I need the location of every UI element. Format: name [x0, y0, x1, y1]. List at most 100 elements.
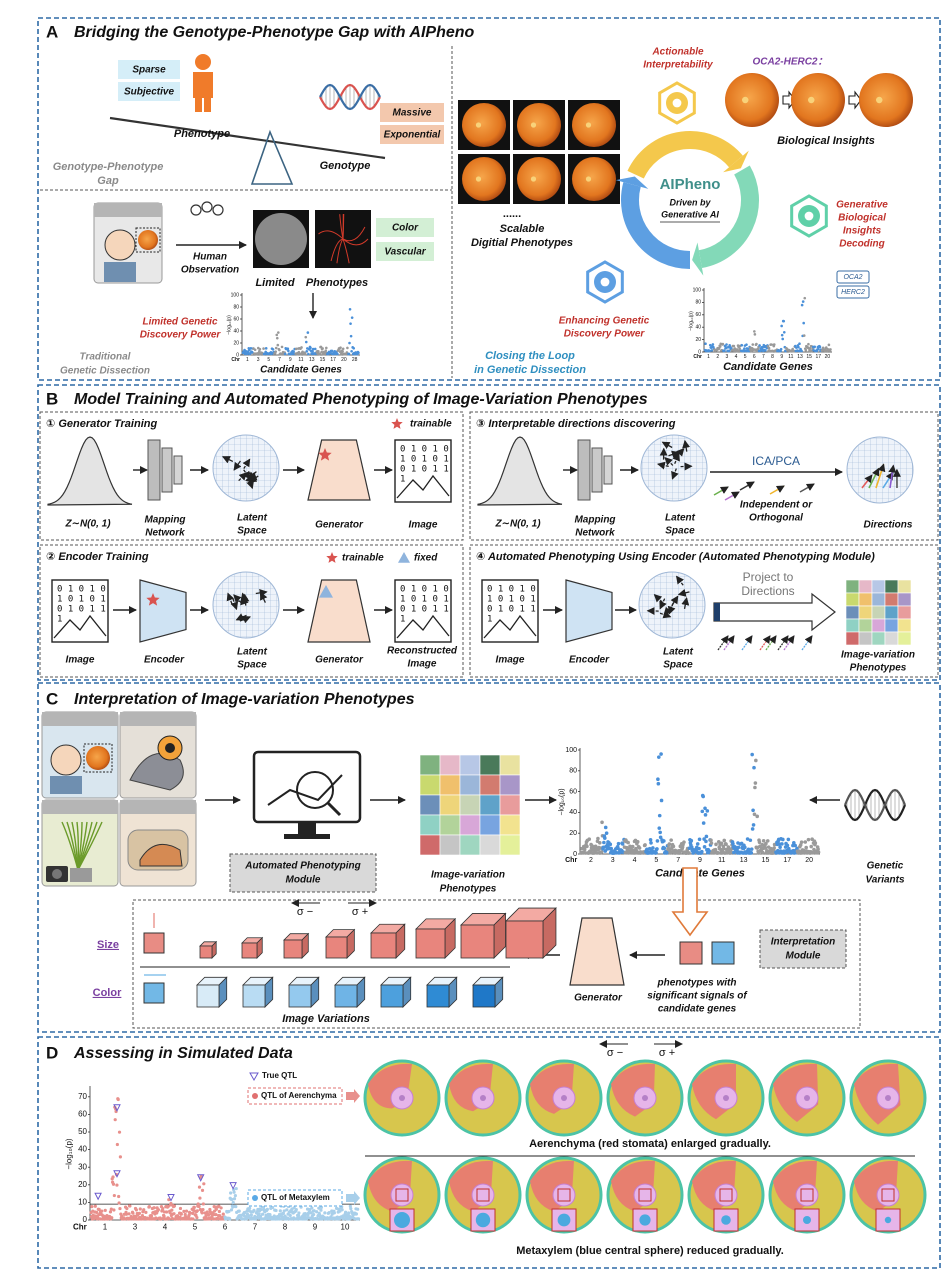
plot-dot: [112, 1193, 116, 1198]
fixed-triangle: [319, 585, 333, 598]
person-leg: [195, 96, 202, 112]
phenotype-cell: [897, 605, 912, 620]
phenotype-cell: [858, 631, 873, 646]
chromosome-label: 8: [771, 354, 774, 360]
chromosome-label: Chr: [565, 857, 577, 864]
label: candidate genes: [658, 1004, 737, 1015]
label: Driven by: [669, 197, 711, 207]
magnifier: [296, 771, 334, 809]
plot-dot: [348, 341, 351, 345]
plot-dot: [197, 1204, 201, 1208]
fundus-image: [462, 103, 506, 147]
label: Biological: [838, 213, 886, 224]
label: Network: [145, 528, 185, 539]
fundus-image: [572, 103, 616, 147]
cube-front: [472, 984, 496, 1008]
label: Encoder: [569, 655, 610, 666]
plot-dot: [292, 1206, 296, 1210]
plot-dot: [248, 1206, 252, 1210]
panel-frame: [37, 682, 941, 1033]
plot-dot: [315, 1217, 320, 1221]
chromosome-label: 17: [330, 357, 336, 363]
plot-dot: [758, 344, 761, 347]
metaxylem: [561, 1095, 567, 1101]
direction-vector: [739, 481, 755, 491]
phenotype-cell: [884, 631, 899, 646]
phenotype-cell: [884, 592, 899, 607]
label: Generator: [315, 655, 364, 666]
binary-text: 1 0 1 0 1: [400, 595, 449, 605]
cube-front: [143, 932, 165, 954]
plot-dot: [821, 346, 825, 350]
chromosome-label: 5: [267, 357, 270, 363]
plot-dot: [786, 837, 791, 842]
qtl-marker: [94, 1192, 102, 1201]
phenotype-cell: [479, 794, 501, 816]
plot-dot: [587, 837, 592, 841]
plot-dot: [219, 1206, 223, 1210]
latent-vector: [681, 597, 690, 609]
label: Image: [408, 659, 437, 670]
plot-dot: [800, 303, 804, 307]
panel-frame: [37, 1036, 941, 1269]
phenotype-square: [679, 941, 703, 965]
label: Decoding: [839, 239, 885, 250]
chromosome-label: 2: [716, 354, 719, 360]
plot-dot: [755, 814, 760, 819]
fundus-image: [517, 103, 561, 147]
plot-dot: [689, 838, 694, 843]
phenotype-cell: [439, 794, 461, 816]
latent-vector: [222, 456, 234, 464]
plot-dot: [111, 1175, 115, 1179]
plot-dot: [172, 1212, 176, 1216]
plot-dot: [616, 841, 621, 846]
image-icon: [481, 579, 539, 643]
legend-dot: [252, 1195, 258, 1201]
label: Space: [237, 526, 267, 537]
direction-vector: [875, 463, 886, 489]
plot-dot: [745, 343, 748, 346]
chromosome-label: 20: [341, 357, 347, 363]
y-axis-label: −log₁₀(p): [559, 788, 566, 815]
plot-dot: [752, 812, 757, 817]
chromosome-label: 13: [797, 354, 803, 360]
plot-dot: [118, 1155, 122, 1159]
plot-dot: [304, 340, 308, 344]
label: Space: [663, 660, 693, 671]
metaxylem: [885, 1095, 891, 1101]
chromosome-label: 7: [278, 357, 281, 363]
latent-space: [640, 434, 708, 502]
plot-dot: [623, 851, 628, 855]
plot-dot: [751, 823, 756, 827]
plot-dot: [124, 1212, 129, 1216]
y-tick-label: 60: [78, 1110, 87, 1119]
plot-dot: [655, 839, 660, 843]
legend-arrow: [346, 1191, 360, 1205]
panel-title: Interpretation of Image-variation Phenot…: [74, 691, 415, 708]
plot-dot: [725, 343, 728, 346]
chromosome-label: 5: [654, 857, 658, 864]
zoom-box: [476, 1188, 490, 1202]
plot-dot: [349, 1207, 353, 1211]
plot-dot: [208, 1207, 212, 1212]
qtl-marker: [167, 1194, 175, 1202]
chromosome-label: 7: [676, 857, 680, 864]
plot-dot: [748, 838, 753, 843]
plot-dot: [769, 846, 773, 851]
plot-dot: [275, 333, 279, 337]
plot-dot: [600, 820, 604, 825]
label: σ +: [352, 906, 368, 918]
cube-front: [288, 984, 312, 1008]
plot-dot: [626, 840, 630, 845]
tag: [376, 242, 434, 261]
plot-dot: [797, 345, 800, 349]
plot-dot: [300, 346, 303, 349]
lens: [52, 869, 62, 879]
label: Phenotypes: [440, 884, 497, 895]
plot-dot: [771, 349, 775, 353]
label: Aerenchyma (red stomata) enlarged gradua…: [529, 1138, 771, 1150]
cycle-head: [723, 150, 749, 173]
phenotype-cell: [459, 774, 481, 796]
label: Actionable: [651, 47, 704, 58]
plot-dot: [217, 1204, 221, 1208]
